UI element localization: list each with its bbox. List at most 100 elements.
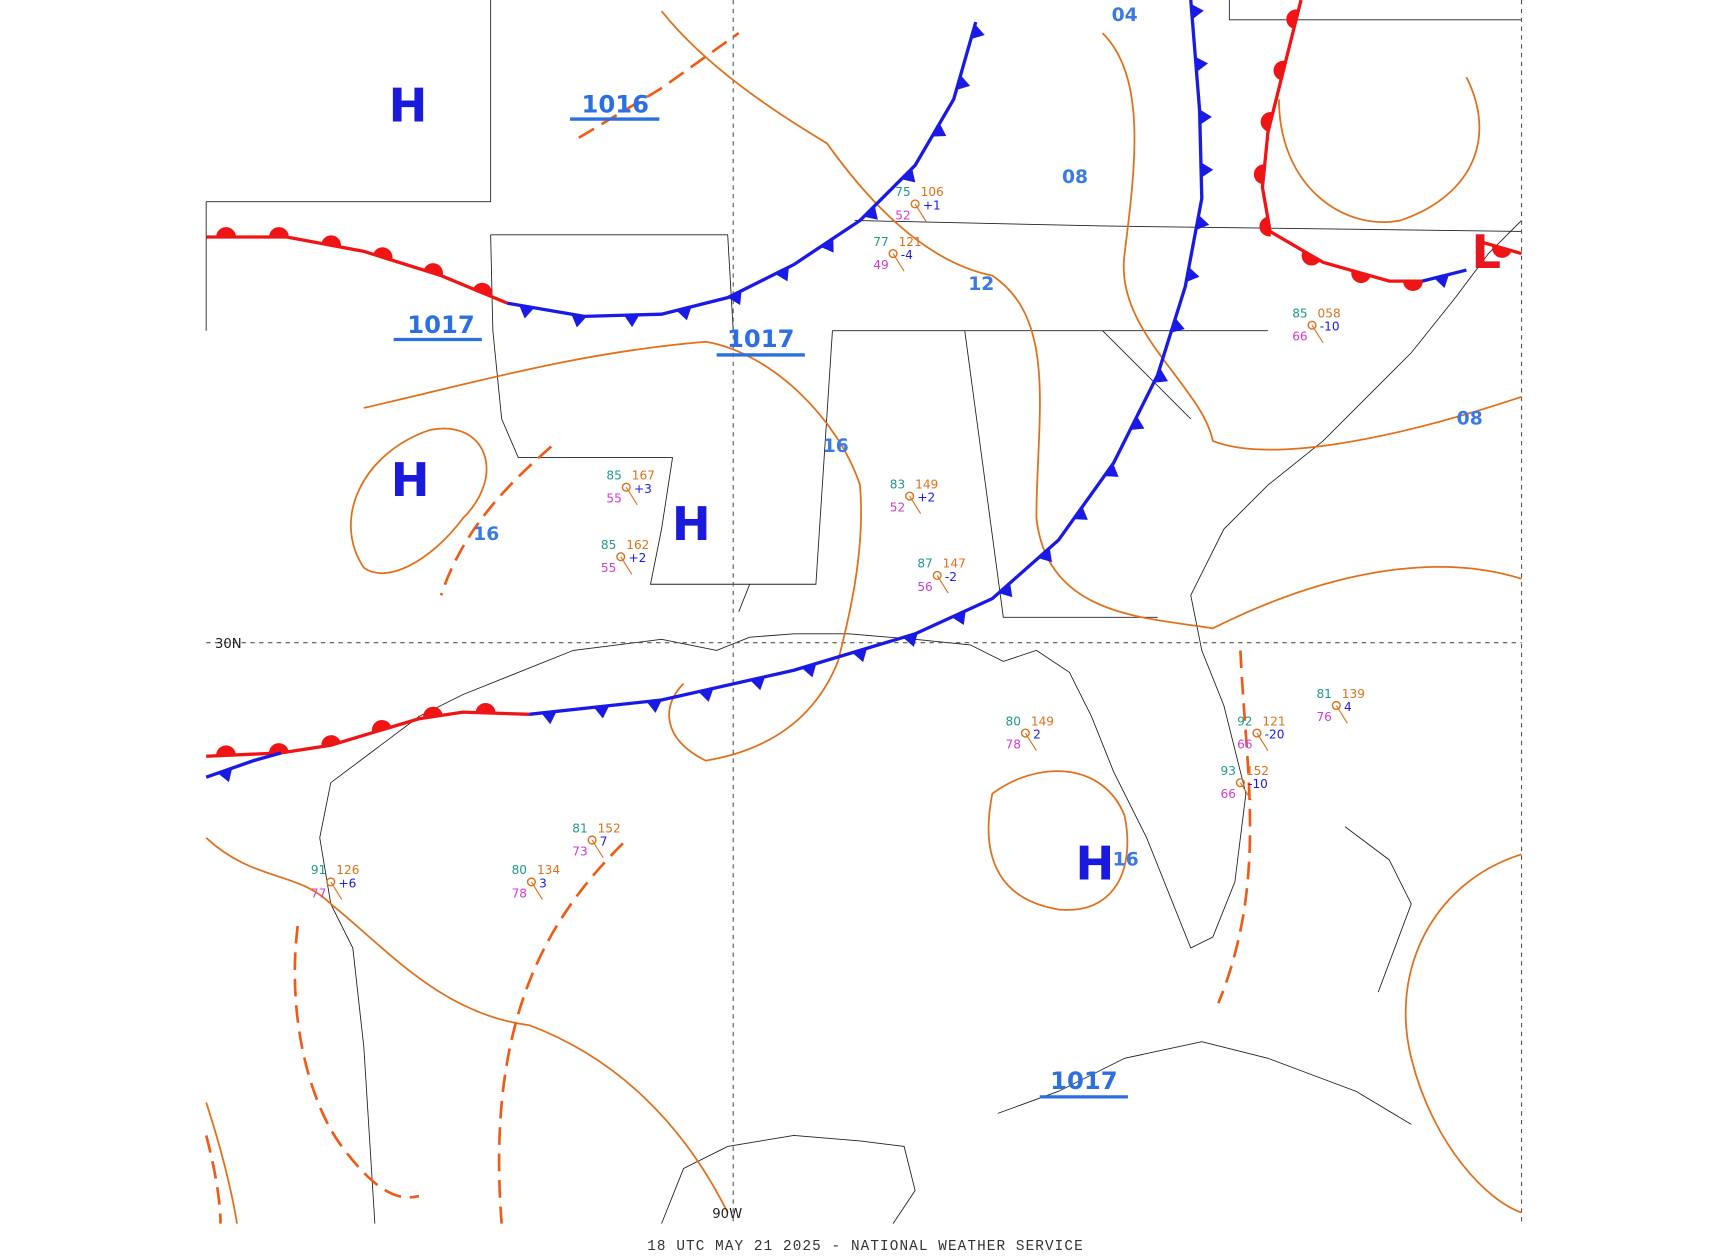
station-pressure: 121 (899, 235, 922, 249)
front-semicircle (269, 227, 289, 238)
front-semicircle (1351, 270, 1371, 284)
warm-front (206, 235, 508, 305)
isobar (349, 427, 488, 575)
station-pressure: 167 (632, 469, 655, 483)
station-dewpoint: 66 (1292, 330, 1307, 344)
front-triangle (1073, 506, 1088, 520)
isobar-label: 12 (968, 274, 994, 295)
front-semicircle (1260, 111, 1273, 132)
front-triangle (1153, 368, 1169, 383)
station-circle (621, 482, 631, 492)
front-triangle (698, 688, 714, 702)
state-borders (205, 0, 1522, 618)
front-semicircle (1259, 216, 1271, 237)
front-semicircle (216, 745, 236, 756)
station-circle (526, 877, 537, 887)
front-triangle (931, 123, 947, 137)
station-circle (1020, 728, 1030, 738)
station-circle (1307, 320, 1317, 330)
station-circle (616, 552, 626, 562)
station-temp: 93 (1221, 764, 1236, 778)
station-dewpoint: 77 (311, 886, 326, 900)
front-triangle (863, 205, 878, 220)
station-tendency: -10 (1320, 320, 1340, 334)
lat-label: 30N (215, 637, 242, 652)
front-triangle (750, 676, 766, 691)
front-triangle (541, 711, 557, 725)
station-temp: 87 (917, 557, 932, 571)
station-dewpoint: 73 (572, 844, 587, 858)
front-triangle (852, 648, 868, 663)
station-tendency: +1 (923, 198, 941, 212)
station-temp: 80 (512, 863, 527, 877)
station-pressure: 121 (1262, 714, 1285, 728)
cold-front (1421, 268, 1467, 283)
front-semicircle (1286, 9, 1299, 29)
station-temp: 85 (606, 469, 621, 483)
front-triangle (1038, 547, 1052, 563)
isobar (1278, 76, 1481, 223)
front-triangle (951, 610, 966, 625)
low-center: L (1471, 225, 1501, 279)
borders (205, 0, 1522, 1224)
station-plots: 9177126+67552106+17749121-48566058-10835… (311, 185, 1365, 900)
station-circle (1331, 700, 1341, 711)
station-pressure: 134 (537, 863, 560, 877)
high-center: H (389, 78, 428, 132)
front-semicircle (321, 735, 341, 748)
station-pressure: 106 (921, 185, 944, 199)
isobar (1101, 32, 1522, 451)
station-pressure: 152 (1246, 764, 1269, 778)
fronts (205, 0, 1522, 783)
troughs (204, 31, 1252, 1224)
isobar-label: 16 (823, 436, 849, 457)
station-tendency: -20 (1265, 728, 1285, 742)
station-tendency: -2 (945, 570, 957, 584)
front-semicircle (1492, 245, 1512, 258)
station-tendency: 4 (1344, 700, 1352, 714)
station-dewpoint: 66 (1221, 787, 1236, 801)
lat-lon-grid (206, 0, 1523, 1224)
front-triangle (1130, 416, 1145, 431)
isobar-label: 16 (1113, 849, 1139, 870)
station-temp: 81 (1316, 687, 1331, 701)
station-tendency: 7 (600, 835, 608, 849)
station-tendency: +3 (634, 482, 652, 496)
front-triangle (902, 633, 918, 647)
station-dewpoint: 55 (606, 492, 621, 506)
isobar (1404, 853, 1522, 1214)
station-dewpoint: 52 (890, 500, 905, 514)
isobar-label: 1017 (727, 324, 795, 353)
front-semicircle (321, 235, 342, 248)
station-circle (888, 248, 898, 259)
front-triangle (1200, 162, 1214, 178)
station-temp: 75 (895, 185, 910, 199)
isobar-label: 08 (1062, 167, 1088, 188)
front-triangle (1195, 56, 1209, 73)
front-semicircle (1403, 281, 1423, 292)
high-center: H (1075, 837, 1114, 891)
front-semicircle (423, 706, 443, 719)
station-temp: 91 (311, 863, 326, 877)
front-triangle (1191, 3, 1204, 20)
lon-label: 90W (712, 1207, 742, 1222)
station-temp: 85 (601, 538, 616, 552)
station-tendency: +2 (917, 491, 935, 505)
front-triangle (1195, 214, 1210, 231)
station-tendency: +2 (628, 551, 646, 565)
isobar-label: 1017 (407, 310, 475, 339)
station-circle (932, 570, 942, 581)
station-pressure: 147 (943, 557, 966, 571)
cold-front (506, 21, 978, 319)
front-triangle (901, 168, 916, 183)
station-tendency: -10 (1248, 777, 1268, 791)
front-triangle (593, 705, 610, 719)
trough (293, 925, 420, 1199)
station-dewpoint: 56 (917, 580, 932, 594)
cold-front (529, 0, 1204, 716)
station-dewpoint: 55 (601, 561, 616, 575)
pressure-centers: H H H H L (389, 78, 1501, 890)
trough (497, 842, 624, 1224)
station-pressure: 058 (1318, 306, 1341, 320)
